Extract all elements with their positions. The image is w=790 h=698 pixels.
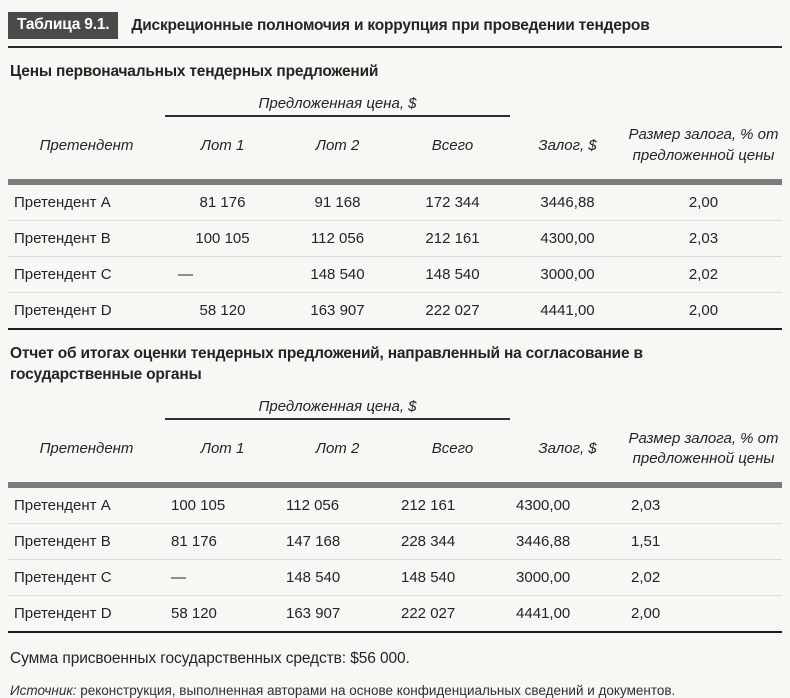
- value-cell: 2,00: [625, 292, 783, 330]
- column-header-deposit: Залог, $: [510, 116, 626, 185]
- value-cell: 112 056: [280, 485, 395, 525]
- value-cell: 3000,00: [510, 256, 626, 293]
- value-cell: 163 907: [280, 292, 395, 330]
- value-cell: 172 344: [395, 181, 511, 221]
- value-cell: 228 344: [395, 523, 511, 561]
- value-cell: 3446,88: [510, 523, 626, 561]
- value-cell: 3446,88: [510, 181, 626, 221]
- value-cell: 4300,00: [510, 485, 626, 525]
- value-cell: 212 161: [395, 220, 511, 257]
- column-header-bidder: Претендент: [8, 116, 165, 185]
- table-title: Дискреционные полномочия и коррупция при…: [131, 16, 650, 34]
- column-header-total: Всего: [395, 116, 511, 185]
- bidder-cell: Претендент A: [8, 181, 165, 221]
- bidder-cell: Претендент D: [8, 292, 165, 330]
- group-header-label: Предложенная цена, $: [165, 95, 511, 117]
- value-cell: 91 168: [280, 181, 395, 221]
- summary-line: Сумма присвоенных государственных средст…: [10, 650, 410, 668]
- initial-bids-table: Предложенная цена, $ Претендент Лот 1 Ло…: [8, 88, 783, 330]
- table-row: Претендент B 100 105 112 056 212 161 430…: [8, 220, 783, 257]
- spacer-cell: [8, 88, 165, 117]
- group-header-cell: Предложенная цена, $: [165, 391, 511, 421]
- column-header-deposit: Залог, $: [510, 420, 626, 489]
- value-cell: 4441,00: [510, 292, 626, 330]
- table-header-band: Таблица 9.1. Дискреционные полномочия и …: [8, 12, 782, 48]
- value-cell: 1,51: [625, 523, 783, 561]
- value-cell: 2,00: [625, 181, 783, 221]
- value-cell: —: [165, 256, 280, 293]
- value-cell: 2,02: [625, 256, 783, 293]
- spacer-cell: [625, 88, 782, 117]
- value-cell: 2,02: [625, 559, 783, 597]
- bidder-cell: Претендент B: [8, 220, 165, 257]
- column-header-row: Претендент Лот 1 Лот 2 Всего Залог, $ Ра…: [8, 420, 783, 489]
- evaluation-report-table: Предложенная цена, $ Претендент Лот 1 Ло…: [8, 391, 783, 634]
- value-cell: 81 176: [165, 523, 280, 561]
- value-cell: 2,00: [625, 595, 783, 634]
- column-header-lot1: Лот 1: [165, 420, 280, 489]
- column-header-lot2: Лот 2: [280, 116, 395, 185]
- spacer-cell: [8, 391, 165, 420]
- spacer-cell: [510, 391, 625, 420]
- section-title-initial-bids: Цены первоначальных тендерных предложени…: [10, 63, 379, 80]
- table-row: Претендент B 81 176 147 168 228 344 3446…: [8, 523, 783, 561]
- value-cell: 148 540: [280, 559, 395, 597]
- section-evaluation-report: Отчет об итогах оценки тендерных предлож…: [8, 343, 783, 634]
- value-cell: 3000,00: [510, 559, 626, 597]
- value-cell: 222 027: [395, 595, 511, 634]
- bidder-cell: Претендент B: [8, 523, 165, 561]
- bidder-cell: Претендент D: [8, 595, 165, 634]
- column-header-row: Претендент Лот 1 Лот 2 Всего Залог, $ Ра…: [8, 116, 783, 185]
- value-cell: 4300,00: [510, 220, 626, 257]
- bidder-cell: Претендент C: [8, 256, 165, 293]
- value-cell: 58 120: [165, 595, 280, 634]
- spacer-cell: [510, 88, 625, 117]
- value-cell: 147 168: [280, 523, 395, 561]
- section-title-evaluation-report: Отчет об итогах оценки тендерных предлож…: [10, 344, 643, 384]
- value-cell: 100 105: [165, 485, 280, 525]
- spacer-cell: [625, 391, 782, 420]
- value-cell: 100 105: [165, 220, 280, 257]
- value-cell: 148 540: [395, 256, 511, 293]
- bidder-cell: Претендент A: [8, 485, 165, 525]
- table-row: Претендент D 58 120 163 907 222 027 4441…: [8, 595, 783, 634]
- column-header-lot1: Лот 1: [165, 116, 280, 185]
- value-cell: 4441,00: [510, 595, 626, 634]
- value-cell: 163 907: [280, 595, 395, 634]
- group-header-row: Предложенная цена, $: [8, 391, 782, 421]
- group-header-row: Предложенная цена, $: [8, 88, 782, 117]
- column-header-bidder: Претендент: [8, 420, 165, 489]
- value-cell: 212 161: [395, 485, 511, 525]
- group-header-label: Предложенная цена, $: [165, 398, 511, 421]
- value-cell: 58 120: [165, 292, 280, 330]
- column-header-deposit-pct: Размер залога, % от предложенной цены: [625, 116, 783, 185]
- table-row: Претендент C — 148 540 148 540 3000,00 2…: [8, 256, 783, 293]
- group-header-cell: Предложенная цена, $: [165, 88, 511, 117]
- value-cell: 81 176: [165, 181, 280, 221]
- value-cell: —: [165, 559, 280, 597]
- column-header-total: Всего: [395, 420, 511, 489]
- section-initial-bids: Цены первоначальных тендерных предложени…: [8, 61, 783, 330]
- value-cell: 148 540: [280, 256, 395, 293]
- value-cell: 2,03: [625, 220, 783, 257]
- table-row: Претендент C — 148 540 148 540 3000,00 2…: [8, 559, 783, 597]
- bidder-cell: Претендент C: [8, 559, 165, 597]
- value-cell: 148 540: [395, 559, 511, 597]
- column-header-lot2: Лот 2: [280, 420, 395, 489]
- value-cell: 222 027: [395, 292, 511, 330]
- column-header-deposit-pct: Размер залога, % от предложенной цены: [625, 420, 783, 489]
- table-number-label: Таблица 9.1.: [8, 12, 119, 39]
- table-row: Претендент A 100 105 112 056 212 161 430…: [8, 485, 783, 525]
- table-row: Претендент A 81 176 91 168 172 344 3446,…: [8, 181, 783, 221]
- value-cell: 112 056: [280, 220, 395, 257]
- value-cell: 2,03: [625, 485, 783, 525]
- table-row: Претендент D 58 120 163 907 222 027 4441…: [8, 292, 783, 330]
